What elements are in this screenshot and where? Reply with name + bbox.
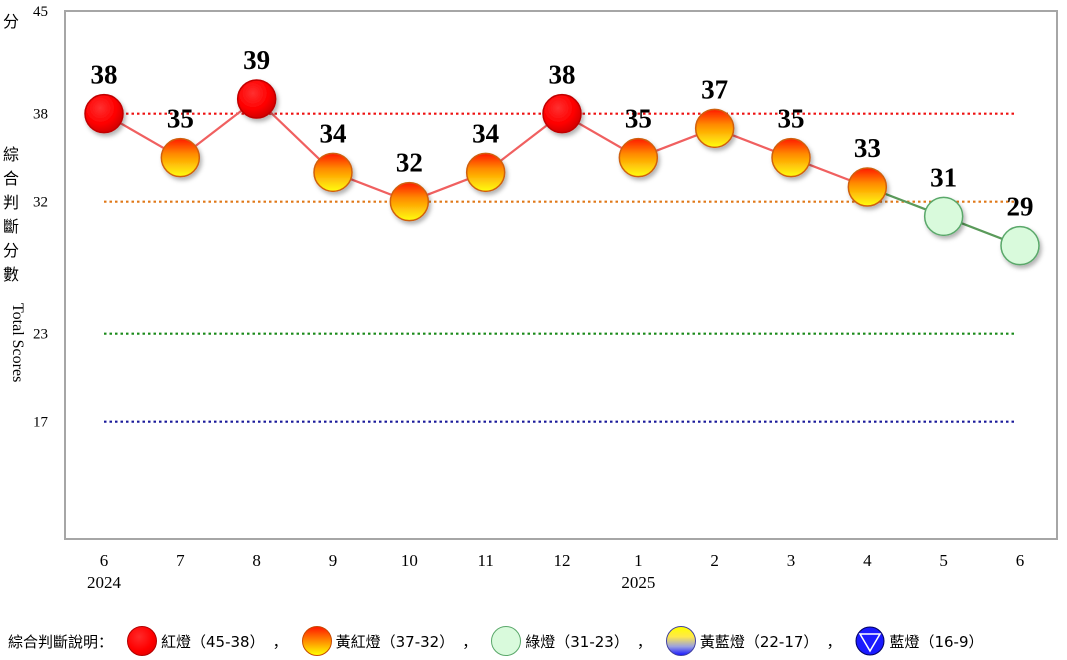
data-point-orange [465, 152, 506, 193]
blue-light-icon [855, 626, 885, 656]
x-tick-month: 2 [710, 551, 719, 570]
data-point-orange [313, 152, 353, 193]
y-axis-title-char: 合 [3, 169, 19, 188]
data-label: 38 [91, 60, 118, 90]
legend-item-yellow-blue: 黃藍燈（22-17） [658, 626, 819, 656]
x-axis: 6 2024 7 8 9 10 11 12 1 2025 2 3 4 5 6 [87, 551, 1024, 592]
y-axis-title-top: 分 [3, 12, 19, 31]
x-tick-month: 9 [329, 551, 338, 570]
green-light-icon [491, 626, 522, 656]
data-label: 31 [930, 162, 957, 192]
data-point-green [1000, 225, 1040, 266]
data-label: 39 [243, 45, 270, 75]
y-tick-label: 17 [33, 415, 49, 431]
legend-item-yellow-red: 黃紅燈（37-32） [294, 626, 455, 656]
y-tick-label: 32 [33, 195, 48, 211]
data-label: 29 [1007, 192, 1034, 222]
y-axis: 17 23 32 38 45 [33, 4, 49, 431]
y-axis-title-char: 綜 [3, 145, 19, 164]
legend-lead: 綜合判斷說明： [8, 632, 114, 651]
legend-label-yellow-red: 黃紅燈（37-32） [335, 632, 455, 651]
x-tick-month: 4 [863, 551, 872, 570]
legend-label-yellow-blue: 黃藍燈（22-17） [699, 632, 819, 651]
legend-item-red: 紅燈（45-38） [119, 626, 265, 656]
yellow-red-light-icon [301, 626, 332, 656]
x-tick-month: 11 [477, 551, 493, 570]
legend-separator: ， [636, 632, 652, 651]
data-label: 35 [167, 104, 194, 134]
legend: 綜合判斷說明： 紅燈（45-38） ， 黃紅燈（37-32） ， 綠燈（31-2… [8, 624, 984, 658]
x-tick-month: 7 [176, 551, 185, 570]
data-label: 32 [396, 148, 423, 178]
data-label: 33 [854, 133, 881, 163]
legend-item-blue: 藍燈（16-9） [847, 626, 984, 656]
y-tick-label: 23 [33, 327, 48, 343]
y-axis-title-char: 判 [3, 193, 19, 212]
yellow-blue-light-icon [665, 626, 696, 656]
data-label: 37 [701, 74, 728, 104]
data-point-orange [847, 167, 888, 207]
data-labels: 38 35 39 34 32 34 38 35 37 35 33 31 29 [91, 45, 1034, 222]
data-point-red [236, 79, 277, 119]
x-tick-month: 6 [1016, 551, 1025, 570]
x-tick-month: 6 [100, 551, 109, 570]
x-tick-month: 8 [252, 551, 261, 570]
legend-separator: ， [462, 632, 478, 651]
x-tick-month: 1 [634, 551, 643, 570]
y-tick-label: 45 [33, 4, 48, 20]
legend-label-red: 紅燈（45-38） [161, 632, 265, 651]
data-label: 34 [320, 118, 347, 148]
data-label: 38 [549, 60, 576, 90]
data-point-orange [389, 181, 430, 222]
x-tick-year: 2025 [621, 573, 655, 592]
series-points [84, 79, 1040, 266]
y-axis-title-char: 數 [3, 265, 19, 284]
data-label: 35 [778, 104, 805, 134]
data-point-orange [618, 137, 659, 178]
legend-label-green: 綠燈（31-23） [525, 632, 629, 651]
data-point-red [542, 93, 582, 134]
x-tick-month: 10 [401, 551, 418, 570]
data-point-green [923, 196, 964, 237]
data-point-orange [694, 108, 735, 149]
y-tick-label: 38 [33, 107, 48, 123]
x-tick-year: 2024 [87, 573, 122, 592]
x-tick-month: 3 [787, 551, 796, 570]
x-tick-month: 12 [554, 551, 571, 570]
data-label: 34 [472, 118, 499, 148]
x-tick-month: 5 [939, 551, 948, 570]
y-axis-title-char: 斷 [3, 217, 19, 236]
legend-label-blue: 藍燈（16-9） [889, 632, 984, 651]
data-label: 35 [625, 104, 652, 134]
legend-separator: ， [826, 632, 842, 651]
data-point-red [84, 93, 124, 134]
legend-separator: ， [272, 632, 288, 651]
red-light-icon [127, 626, 158, 656]
plot-frame [64, 10, 1058, 540]
y-axis-title-char: 分 [3, 241, 19, 260]
legend-item-green: 綠燈（31-23） [483, 626, 629, 656]
data-point-orange [771, 137, 811, 178]
y-axis-title-en: Total Scores [9, 303, 26, 382]
data-point-orange [160, 137, 201, 178]
